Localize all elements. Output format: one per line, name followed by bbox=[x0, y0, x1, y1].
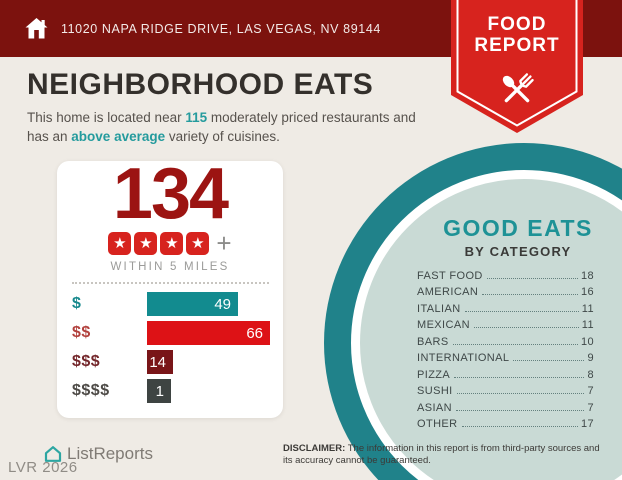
category-value: 17 bbox=[580, 418, 594, 430]
bar-value: 49 bbox=[214, 295, 231, 313]
dotted-leader bbox=[482, 294, 578, 295]
plus-sign: + bbox=[216, 228, 232, 258]
dotted-leader bbox=[454, 376, 585, 378]
badge-title: FOOD REPORT bbox=[451, 14, 583, 56]
category-value: 10 bbox=[580, 335, 594, 348]
price-tier-bar: 66 bbox=[147, 321, 270, 345]
intro-text: variety of cuisines. bbox=[165, 128, 280, 144]
category-label: AMERICAN bbox=[417, 286, 479, 298]
star-icon: ★ bbox=[134, 232, 158, 255]
disclaimer: DISCLAIMER: The information in this repo… bbox=[283, 443, 605, 467]
star-rating: ★ ★ ★ ★ + bbox=[57, 228, 283, 258]
price-tier-label: $$$$ bbox=[72, 382, 110, 399]
dotted-leader bbox=[456, 409, 585, 411]
badge-title-line1: FOOD bbox=[487, 14, 547, 35]
category-row: BARS 10 bbox=[417, 331, 594, 348]
category-value: 7 bbox=[587, 385, 594, 397]
category-label: SUSHI bbox=[417, 385, 453, 397]
dotted-leader bbox=[486, 277, 578, 279]
category-value: 9 bbox=[587, 352, 594, 364]
star-icon: ★ bbox=[186, 232, 210, 255]
disclaimer-text: The information in this report is from t… bbox=[283, 443, 600, 467]
listreports-house-icon bbox=[44, 445, 62, 463]
bar-row: $$$ 14 bbox=[72, 350, 283, 374]
category-row: OTHER 17 bbox=[417, 414, 594, 430]
fork-spoon-icon bbox=[502, 73, 534, 103]
bar-value: 14 bbox=[149, 353, 166, 371]
food-report-badge: FOOD REPORT bbox=[451, 0, 583, 134]
bar-row: $$ 66 bbox=[72, 321, 283, 345]
price-tier-label: $$$ bbox=[72, 353, 101, 370]
restaurant-summary-card: 134 ★ ★ ★ ★ + WITHIN 5 MILES $49 $$ 66 $$$ 14 $$$… bbox=[57, 157, 283, 418]
ribbon-shape bbox=[451, 0, 583, 133]
category-label: FAST FOOD bbox=[417, 269, 483, 282]
bar-value: 1 bbox=[155, 382, 164, 400]
category-row: INTERNATIONAL 9 bbox=[417, 348, 594, 364]
brand-logo: ListReports bbox=[44, 444, 153, 464]
star-icon: ★ bbox=[108, 232, 132, 255]
intro-highlight: above average bbox=[71, 128, 166, 144]
intro-text: moderately priced restaurants and has an bbox=[27, 110, 416, 144]
category-value: 7 bbox=[587, 401, 594, 414]
price-tier-bar: 1 bbox=[147, 379, 171, 403]
radius-caption: WITHIN 5 MILES bbox=[110, 261, 230, 273]
bar-row: $49 bbox=[72, 292, 283, 316]
intro-highlight: 115 bbox=[185, 110, 208, 125]
category-label: INTERNATIONAL bbox=[417, 352, 510, 364]
category-value: 16 bbox=[580, 286, 594, 298]
dotted-leader bbox=[473, 327, 579, 328]
category-row: FAST FOOD 18 bbox=[417, 265, 594, 282]
category-row: PIZZA 8 bbox=[417, 364, 594, 381]
category-value: 8 bbox=[587, 368, 594, 381]
star-icon: ★ bbox=[160, 232, 184, 255]
category-label: PIZZA bbox=[417, 368, 451, 381]
property-address: 11020 NAPA RIDGE DRIVE, LAS VEGAS, NV 89… bbox=[61, 21, 381, 36]
category-row: ASIAN 7 bbox=[417, 397, 594, 414]
category-list: FAST FOOD 18 AMERICAN 16 ITALIAN 11 MEXICAN 11 B… bbox=[417, 265, 594, 431]
price-tier-bar: 14 bbox=[147, 350, 173, 374]
dotted-leader bbox=[461, 426, 578, 427]
badge-title-line2: REPORT bbox=[474, 35, 560, 56]
category-value: 18 bbox=[580, 269, 594, 282]
category-row: AMERICAN 16 bbox=[417, 282, 594, 298]
price-tier-label: $ bbox=[72, 295, 82, 312]
dotted-leader bbox=[513, 360, 585, 361]
good-eats-title: GOOD EATS bbox=[443, 215, 593, 241]
category-value: 11 bbox=[581, 319, 594, 331]
dotted-leader bbox=[452, 343, 578, 345]
category-label: ASIAN bbox=[417, 401, 453, 414]
disclaimer-label: DISCLAIMER: bbox=[283, 443, 346, 454]
bar-row: $$$$ 1 bbox=[72, 379, 283, 403]
price-tier-chart: $49 $$ 66 $$$ 14 $$$$ 1 bbox=[72, 292, 283, 403]
category-label: ITALIAN bbox=[417, 302, 461, 315]
price-tier-label: $$ bbox=[72, 324, 91, 341]
intro-text: This home is located near bbox=[27, 110, 186, 125]
dotted-leader bbox=[456, 393, 585, 394]
category-row: MEXICAN 11 bbox=[417, 315, 594, 331]
category-row: ITALIAN 11 bbox=[417, 298, 594, 315]
intro-sentence: This home is located near 115 moderately… bbox=[27, 109, 439, 146]
page-title: NEIGHBORHOOD EATS bbox=[27, 68, 374, 101]
category-value: 11 bbox=[581, 302, 594, 315]
bar-value: 66 bbox=[246, 324, 263, 342]
watermark: LVR 2026 bbox=[8, 459, 78, 476]
good-eats-subtitle: BY CATEGORY bbox=[464, 244, 572, 259]
dotted-divider bbox=[72, 282, 269, 284]
restaurant-count: 134 bbox=[112, 154, 229, 234]
category-label: BARS bbox=[417, 335, 449, 348]
category-label: OTHER bbox=[417, 418, 458, 430]
dotted-leader bbox=[464, 310, 579, 312]
brand-name: ListReports bbox=[67, 444, 153, 463]
house-icon bbox=[24, 17, 49, 40]
price-tier-bar: 49 bbox=[147, 292, 238, 316]
category-label: MEXICAN bbox=[417, 319, 470, 331]
category-row: SUSHI 7 bbox=[417, 381, 594, 397]
good-eats-heading: GOOD EATS BY CATEGORY bbox=[418, 215, 618, 259]
